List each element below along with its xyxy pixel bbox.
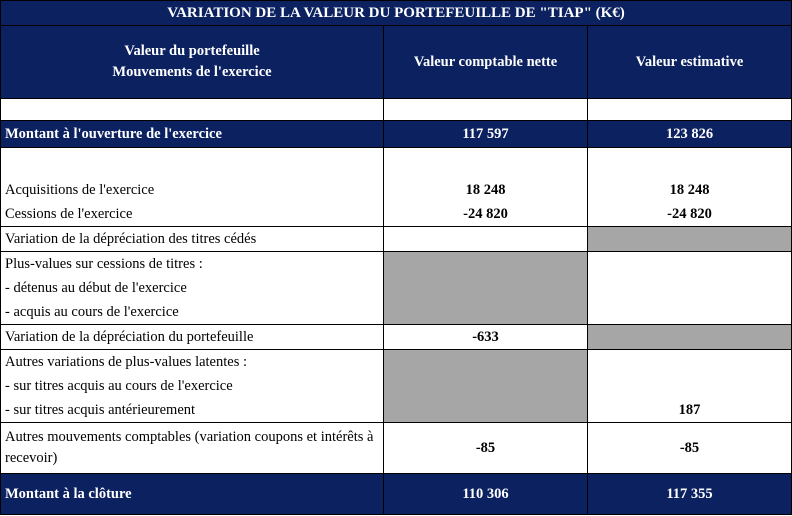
row-ve: -85 bbox=[587, 422, 792, 474]
row-label: Autres variations de plus-values latente… bbox=[0, 349, 384, 374]
row-ve: 187 bbox=[587, 398, 792, 423]
table-title: VARIATION DE LA VALEUR DU PORTEFEUILLE D… bbox=[0, 0, 792, 26]
closing-vcn: 110 306 bbox=[383, 473, 588, 515]
row-label: Autres mouvements comptables (variation … bbox=[0, 422, 384, 474]
row-label: - sur titres acquis au cours de l'exerci… bbox=[0, 374, 384, 398]
table-row: Cessions de l'exercice -24 820 -24 820 bbox=[0, 202, 792, 227]
movements-table: Acquisitions de l'exercice 18 248 18 248… bbox=[0, 147, 792, 515]
row-label: - sur titres acquis antérieurement bbox=[0, 398, 384, 423]
row-ve bbox=[587, 300, 792, 325]
table-row: Variation de la dépréciation des titres … bbox=[0, 226, 792, 252]
opening-ve: 123 826 bbox=[586, 120, 792, 148]
header-col-estimated-value: Valeur estimative bbox=[586, 25, 792, 99]
row-ve bbox=[587, 251, 792, 276]
table-row: Plus-values sur cessions de titres : bbox=[0, 251, 792, 276]
row-label: Variation de la dépréciation du portefeu… bbox=[0, 324, 384, 350]
row-label: Acquisitions de l'exercice bbox=[0, 178, 384, 202]
row-label: - acquis au cours de l'exercice bbox=[0, 300, 384, 325]
opening-label: Montant à l'ouverture de l'exercice bbox=[0, 120, 384, 148]
row-label: Variation de la dépréciation des titres … bbox=[0, 226, 384, 252]
row-ve bbox=[587, 276, 792, 300]
gap-cell bbox=[383, 147, 588, 178]
row-label: Plus-values sur cessions de titres : bbox=[0, 251, 384, 276]
closing-label: Montant à la clôture bbox=[0, 473, 384, 515]
table-row: Autres mouvements comptables (variation … bbox=[0, 422, 792, 474]
table-row: Variation de la dépréciation du portefeu… bbox=[0, 324, 792, 350]
row-vcn: -24 820 bbox=[383, 202, 588, 227]
table-row: - sur titres acquis au cours de l'exerci… bbox=[0, 374, 792, 398]
spacer-cell bbox=[383, 98, 588, 121]
spacer-cell bbox=[0, 98, 384, 121]
row-ve bbox=[587, 324, 792, 350]
row-vcn bbox=[383, 276, 588, 300]
row-vcn: -85 bbox=[383, 422, 588, 474]
opening-row: Montant à l'ouverture de l'exercice 117 … bbox=[0, 120, 792, 148]
row-ve: -24 820 bbox=[587, 202, 792, 227]
tiap-portfolio-table: VARIATION DE LA VALEUR DU PORTEFEUILLE D… bbox=[0, 0, 792, 148]
opening-vcn: 117 597 bbox=[383, 120, 588, 148]
row-vcn: -633 bbox=[383, 324, 588, 350]
row-ve bbox=[587, 374, 792, 398]
row-ve: 18 248 bbox=[587, 178, 792, 202]
row-vcn bbox=[383, 226, 588, 252]
row-vcn bbox=[383, 398, 588, 423]
header-col-portfolio-line1: Valeur du portefeuille bbox=[124, 43, 260, 59]
table-row: Acquisitions de l'exercice 18 248 18 248 bbox=[0, 178, 792, 202]
header-col-net-book-value: Valeur comptable nette bbox=[383, 25, 588, 99]
header-col-portfolio-line2: Mouvements de l'exercice bbox=[112, 64, 272, 80]
header-col-portfolio: Valeur du portefeuille Mouvements de l'e… bbox=[0, 25, 384, 99]
row-label: Cessions de l'exercice bbox=[0, 202, 384, 227]
row-label: - détenus au début de l'exercice bbox=[0, 276, 384, 300]
closing-ve: 117 355 bbox=[587, 473, 792, 515]
table-row: - sur titres acquis antérieurement 187 bbox=[0, 398, 792, 423]
row-vcn bbox=[383, 300, 588, 325]
row-vcn: 18 248 bbox=[383, 178, 588, 202]
closing-row: Montant à la clôture 110 306 117 355 bbox=[0, 473, 792, 515]
row-ve bbox=[587, 226, 792, 252]
row-vcn bbox=[383, 374, 588, 398]
row-ve bbox=[587, 349, 792, 374]
gap-cell bbox=[587, 147, 792, 178]
spacer-cell bbox=[586, 98, 792, 121]
table-row: Autres variations de plus-values latente… bbox=[0, 349, 792, 374]
gap-cell bbox=[0, 147, 384, 178]
table-row: - détenus au début de l'exercice bbox=[0, 276, 792, 300]
row-vcn bbox=[383, 349, 588, 374]
row-vcn bbox=[383, 251, 588, 276]
table-row: - acquis au cours de l'exercice bbox=[0, 300, 792, 325]
